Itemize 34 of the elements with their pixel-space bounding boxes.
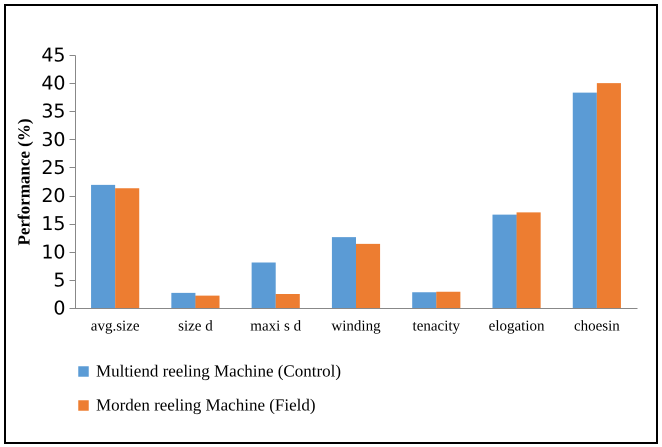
legend-label: Morden reeling Machine (Field): [96, 396, 316, 414]
y-tick-label: 15: [41, 213, 66, 236]
bar: [596, 83, 621, 308]
bar: [356, 244, 380, 308]
y-axis-title: Performance (%): [14, 118, 34, 246]
y-tick-label: 30: [41, 128, 66, 151]
y-tick-label: 25: [41, 156, 66, 179]
x-tick-label: maxi s d: [250, 318, 302, 334]
bar: [572, 92, 597, 308]
y-tick-label: 10: [41, 241, 66, 264]
bar: [492, 214, 517, 308]
y-tick-label: 0: [53, 298, 66, 320]
x-tick-label: tenacity: [412, 318, 461, 334]
x-tick-label: size d: [178, 318, 214, 334]
bar: [195, 296, 220, 308]
y-tick-label: 40: [41, 72, 66, 95]
y-tick-label: 35: [41, 100, 66, 123]
bar: [436, 292, 460, 308]
x-tick-label: choesin: [574, 318, 620, 334]
y-tick-label: 45: [41, 44, 66, 66]
y-tick-label: 5: [53, 269, 66, 292]
bar: [91, 184, 116, 308]
bar: [332, 237, 356, 308]
bar: [412, 292, 436, 308]
bar: [115, 188, 140, 308]
bar: [171, 292, 196, 308]
x-tick-label: winding: [331, 318, 382, 334]
legend-label: Multiend reeling Machine (Control): [96, 362, 342, 380]
y-tick-label: 20: [41, 185, 66, 208]
x-tick-label: elogation: [488, 318, 545, 334]
x-tick-label: avg.size: [90, 318, 140, 334]
bar: [276, 294, 300, 308]
bar: [252, 262, 276, 308]
bar: [516, 212, 541, 308]
